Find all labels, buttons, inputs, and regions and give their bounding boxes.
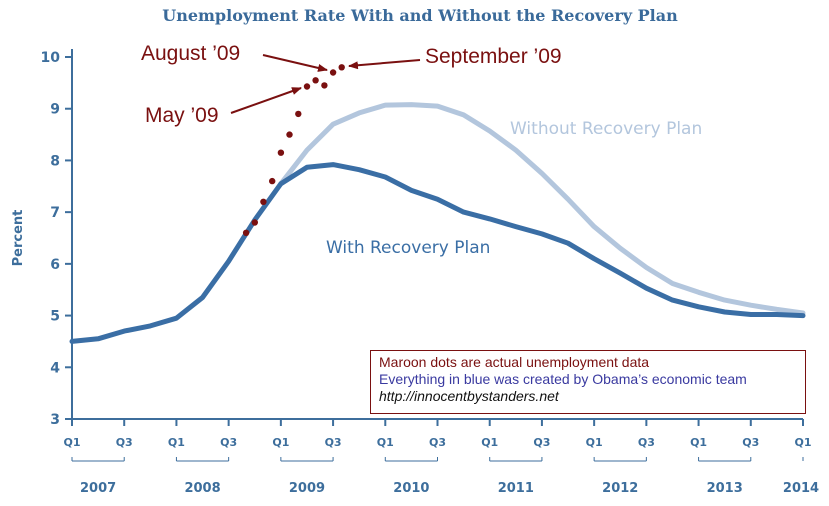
x-tick-label: Q3: [325, 436, 342, 449]
x-tick-label: Q1: [168, 436, 185, 449]
y-tick-label: 9: [50, 102, 60, 118]
annotation-layer: [230, 54, 421, 114]
x-tick-label: Q1: [481, 436, 498, 449]
actual-data-point: [321, 82, 328, 89]
year-label: 2013: [707, 481, 743, 496]
x-tick-label: Q1: [794, 436, 811, 449]
x-tick-label: Q3: [116, 436, 133, 449]
y-tick-label: 10: [41, 50, 61, 66]
actual-data-point: [303, 83, 311, 90]
series-layer: [69, 64, 806, 344]
x-tick-label: Q1: [377, 436, 394, 449]
series-label-without: Without Recovery Plan: [510, 119, 702, 139]
year-label: 2008: [184, 481, 220, 496]
annotation-may: May ’09: [145, 104, 219, 127]
annotation-august: August ’09: [141, 42, 240, 65]
series-line-with-recovery: [69, 162, 806, 344]
x-tick-label: Q3: [638, 436, 655, 449]
y-tick-label: 7: [50, 205, 60, 221]
y-tick-label: 5: [50, 309, 60, 325]
actual-data-point: [295, 110, 302, 118]
arrow-august: [262, 54, 328, 72]
series-label-with: With Recovery Plan: [326, 238, 490, 258]
year-label: 2010: [393, 481, 429, 496]
actual-data-point: [338, 64, 345, 71]
note-line-3: http://innocentbystanders.net: [379, 388, 559, 404]
actual-data-point: [286, 131, 293, 138]
arrow-september: [348, 59, 421, 70]
y-tick-label: 4: [50, 360, 60, 376]
actual-data-point: [277, 149, 285, 156]
annotation-september: September ’09: [425, 45, 562, 68]
note-line-2: Everything in blue was created by Obama’…: [379, 371, 747, 387]
x-tick-label: Q1: [272, 436, 289, 449]
x-tick-label: Q3: [742, 436, 759, 449]
x-tick-label: Q1: [586, 436, 603, 449]
chart-title: Unemployment Rate With and Without the R…: [162, 6, 678, 25]
series-line-without-recovery: [278, 102, 806, 316]
x-tick-label: Q3: [429, 436, 446, 449]
axes: 3 4 5 6 7 8 9 10 Q1 Q3 Q1 Q3 Q1 Q3 Q1 Q3 Q1 Q3 Q1 Q3 Q1 Q3 Q1 2…: [41, 49, 819, 496]
y-axis-label: Percent: [11, 210, 26, 267]
x-tick-label: Q3: [220, 436, 237, 449]
actual-data-point: [251, 219, 258, 226]
y-tick-label: 8: [50, 153, 60, 169]
y-tick-label: 3: [50, 412, 60, 428]
actual-data-point: [260, 198, 267, 205]
year-label: 2014: [783, 481, 819, 496]
y-tick-label: 6: [50, 257, 60, 273]
year-label: 2009: [289, 481, 325, 496]
note-box: Maroon dots are actual unemployment data…: [370, 350, 806, 414]
actual-data-point: [312, 77, 319, 84]
x-tick-label: Q1: [63, 436, 80, 449]
year-label: 2012: [602, 481, 638, 496]
actual-data-point: [269, 177, 276, 185]
arrow-may: [230, 87, 302, 114]
year-label: 2011: [498, 481, 534, 496]
year-label: 2007: [80, 481, 116, 496]
note-line-1: Maroon dots are actual unemployment data: [379, 354, 650, 370]
x-tick-label: Q3: [533, 436, 550, 449]
actual-data-point: [329, 69, 337, 76]
actual-data-point: [242, 229, 250, 236]
x-tick-label: Q1: [690, 436, 707, 449]
